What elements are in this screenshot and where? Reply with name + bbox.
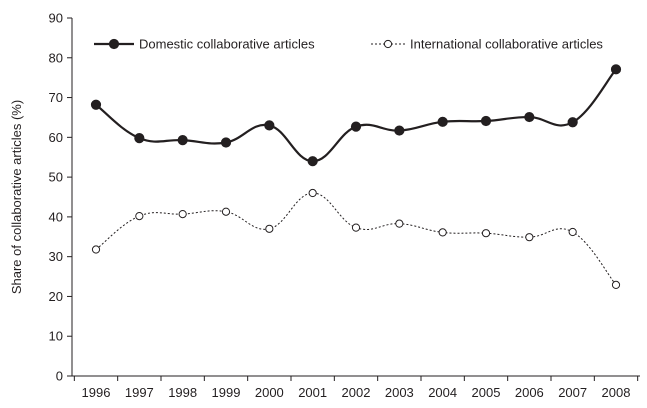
data-point-domestic-2003	[394, 125, 405, 136]
data-point-domestic-2004	[437, 116, 448, 127]
x-axis-ticks: 1996 1997 1998 1999 2000 2001 2002 2003 2004 2005…	[73, 376, 639, 400]
legend-item-international: International collaborative articles	[371, 37, 603, 52]
y-tick-label: 60	[49, 130, 63, 145]
x-tick-label: 2005	[472, 385, 501, 400]
data-point-international-2004	[438, 228, 447, 237]
data-point-domestic-2005	[480, 115, 492, 127]
legend-item-domestic: Domestic collaborative articles	[94, 37, 315, 52]
x-tick-label: 1998	[168, 385, 197, 400]
data-point-domestic-2006	[524, 111, 535, 123]
data-point-international-2008	[611, 280, 621, 290]
data-point-international-2007	[568, 227, 577, 237]
x-tick-label: 2006	[515, 385, 544, 400]
data-point-international-1996	[91, 245, 101, 254]
legend-label-domestic: Domestic collaborative articles	[139, 37, 315, 52]
data-point-international-1998	[178, 210, 187, 219]
x-tick-label: 2002	[342, 385, 371, 400]
x-tick-label: 2003	[385, 385, 414, 400]
x-tick-label: 1997	[125, 385, 154, 400]
y-tick-label: 90	[49, 11, 63, 26]
data-point-domestic-2007	[567, 117, 578, 128]
x-tick-label: 2008	[602, 385, 631, 400]
y-tick-label: 70	[49, 90, 63, 105]
y-tick-label: 20	[49, 289, 63, 304]
y-tick-label: 10	[49, 329, 63, 344]
data-point-international-1997	[135, 211, 144, 221]
x-tick-label: 2001	[298, 385, 327, 400]
data-point-international-2005	[481, 229, 491, 238]
legend-label-international: International collaborative articles	[410, 37, 603, 52]
legend-marker-domestic	[108, 38, 120, 50]
data-point-domestic-2000	[264, 120, 275, 131]
y-axis-title: Share of collaborative articles (%)	[9, 100, 24, 294]
data-point-domestic-1999	[220, 137, 232, 148]
series-line-domestic	[95, 68, 617, 163]
data-point-international-2002	[351, 223, 361, 232]
data-point-domestic-2002	[350, 121, 362, 132]
legend-marker-international	[383, 39, 393, 49]
series-line-international	[95, 192, 617, 286]
data-point-international-2000	[265, 224, 274, 233]
y-tick-label: 30	[49, 249, 63, 264]
series-layer	[90, 64, 622, 290]
data-point-domestic-1996	[90, 99, 102, 110]
y-axis-ticks: 0 10 20 30 40 50 60 70 80 90	[49, 11, 72, 384]
x-tick-label: 2004	[428, 385, 457, 400]
x-tick-label: 2007	[558, 385, 587, 400]
data-point-domestic-2008	[610, 64, 622, 75]
data-point-international-2003	[395, 219, 404, 228]
x-tick-label: 1996	[82, 385, 111, 400]
data-point-domestic-1998	[177, 135, 188, 146]
data-point-international-1999	[221, 207, 231, 216]
x-tick-label: 2000	[255, 385, 284, 400]
legend: Domestic collaborative articles Internat…	[94, 37, 603, 52]
x-tick-label: 1999	[212, 385, 241, 400]
y-tick-label: 80	[49, 50, 63, 65]
data-point-international-2006	[525, 233, 534, 242]
data-point-international-2001	[308, 188, 317, 198]
data-point-domestic-2001	[307, 156, 318, 167]
y-tick-label: 40	[49, 209, 63, 224]
y-tick-label: 0	[56, 369, 63, 384]
y-tick-label: 50	[49, 170, 63, 185]
data-point-domestic-1997	[134, 133, 145, 144]
